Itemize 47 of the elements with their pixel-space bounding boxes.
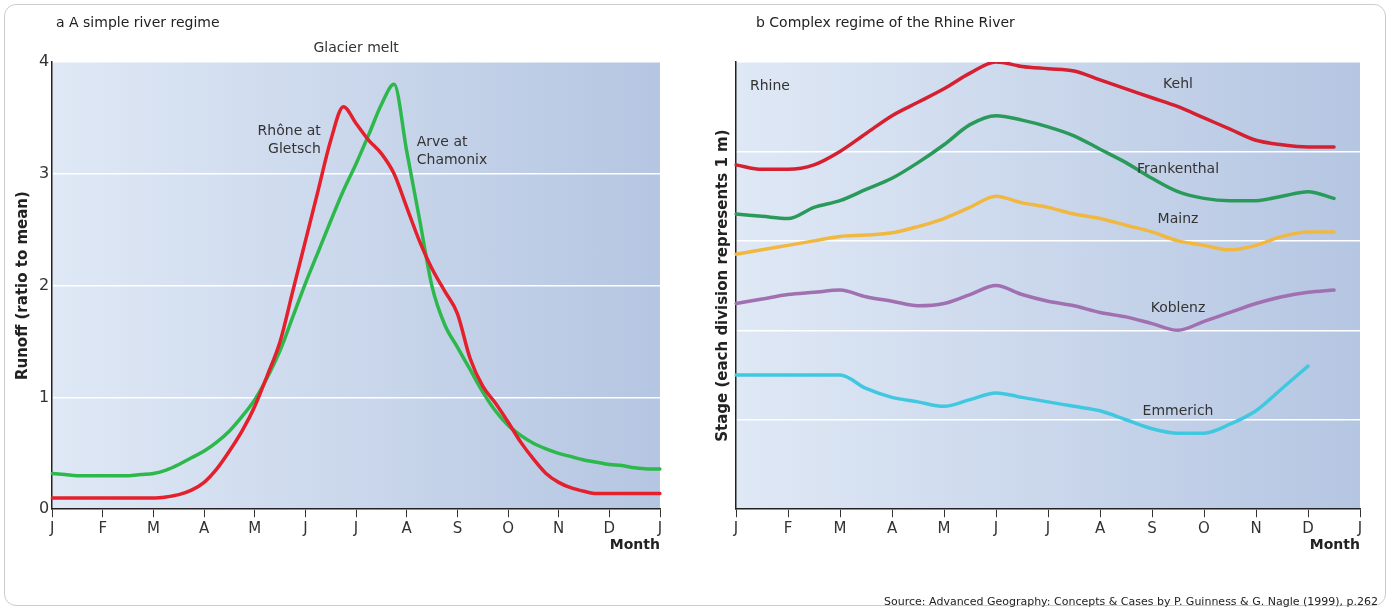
x-tick-label: A <box>886 519 898 538</box>
x-tick-label: M <box>833 519 847 538</box>
x-tick-label: A <box>401 519 413 538</box>
x-tick-label: N <box>553 519 565 538</box>
series-label: Frankenthal <box>1136 160 1220 177</box>
y-tick-label: 4 <box>38 51 50 71</box>
chart-title: b Complex regime of the Rhine River <box>756 14 1015 30</box>
x-tick-label: J <box>732 519 739 538</box>
series-label: Koblenz <box>1150 298 1206 315</box>
series-label: Mainz <box>1157 209 1199 226</box>
series-label: Kehl <box>1163 75 1193 92</box>
x-tick-label: N <box>1250 519 1262 538</box>
x-tick-label: O <box>502 519 514 538</box>
x-axis-title: Month <box>1309 536 1360 553</box>
x-tick-label: F <box>98 519 108 538</box>
x-tick-label: J <box>656 519 663 538</box>
y-tick-label: 1 <box>38 386 50 406</box>
x-tick-label: M <box>248 519 262 538</box>
x-tick-label: J <box>1044 519 1051 538</box>
chart-title: a A simple river regime <box>56 14 220 30</box>
y-tick-label: 0 <box>38 498 50 518</box>
series-label: Arve at Chamonix <box>416 133 488 168</box>
x-tick-label: J <box>302 519 308 538</box>
x-tick-label: S <box>1147 519 1157 538</box>
annotation: Rhine <box>750 76 790 93</box>
x-tick-label: O <box>1198 519 1210 538</box>
x-tick-label: S <box>452 519 463 538</box>
x-tick-label: J <box>992 519 999 538</box>
x-tick-label: A <box>199 519 210 538</box>
x-tick-label: J <box>48 519 55 538</box>
y-axis-title: Stage (each division represents 1 m) <box>712 129 731 442</box>
x-tick-label: M <box>937 519 951 538</box>
x-axis-title: Month <box>609 536 660 553</box>
x-tick-label: J <box>1356 519 1363 538</box>
series-label: Emmerich <box>1142 401 1214 418</box>
x-tick-label: M <box>147 519 160 538</box>
x-tick-label: J <box>352 519 359 538</box>
y-axis-title: Runoff (ratio to mean) <box>12 191 31 381</box>
y-tick-label: 2 <box>38 274 50 294</box>
x-tick-label: F <box>783 519 793 538</box>
text: Glacier melt <box>313 38 400 55</box>
series-label: Rhône at Gletsch <box>257 121 322 156</box>
source-note: Source: Advanced Geography: Concepts & Cases by P. Guinness & G. Nagle (1999), p.262 <box>884 595 1378 608</box>
x-tick-label: D <box>1302 519 1314 538</box>
x-tick-label: D <box>603 519 616 538</box>
y-tick-label: 3 <box>38 162 50 182</box>
x-tick-label: A <box>1094 519 1106 538</box>
